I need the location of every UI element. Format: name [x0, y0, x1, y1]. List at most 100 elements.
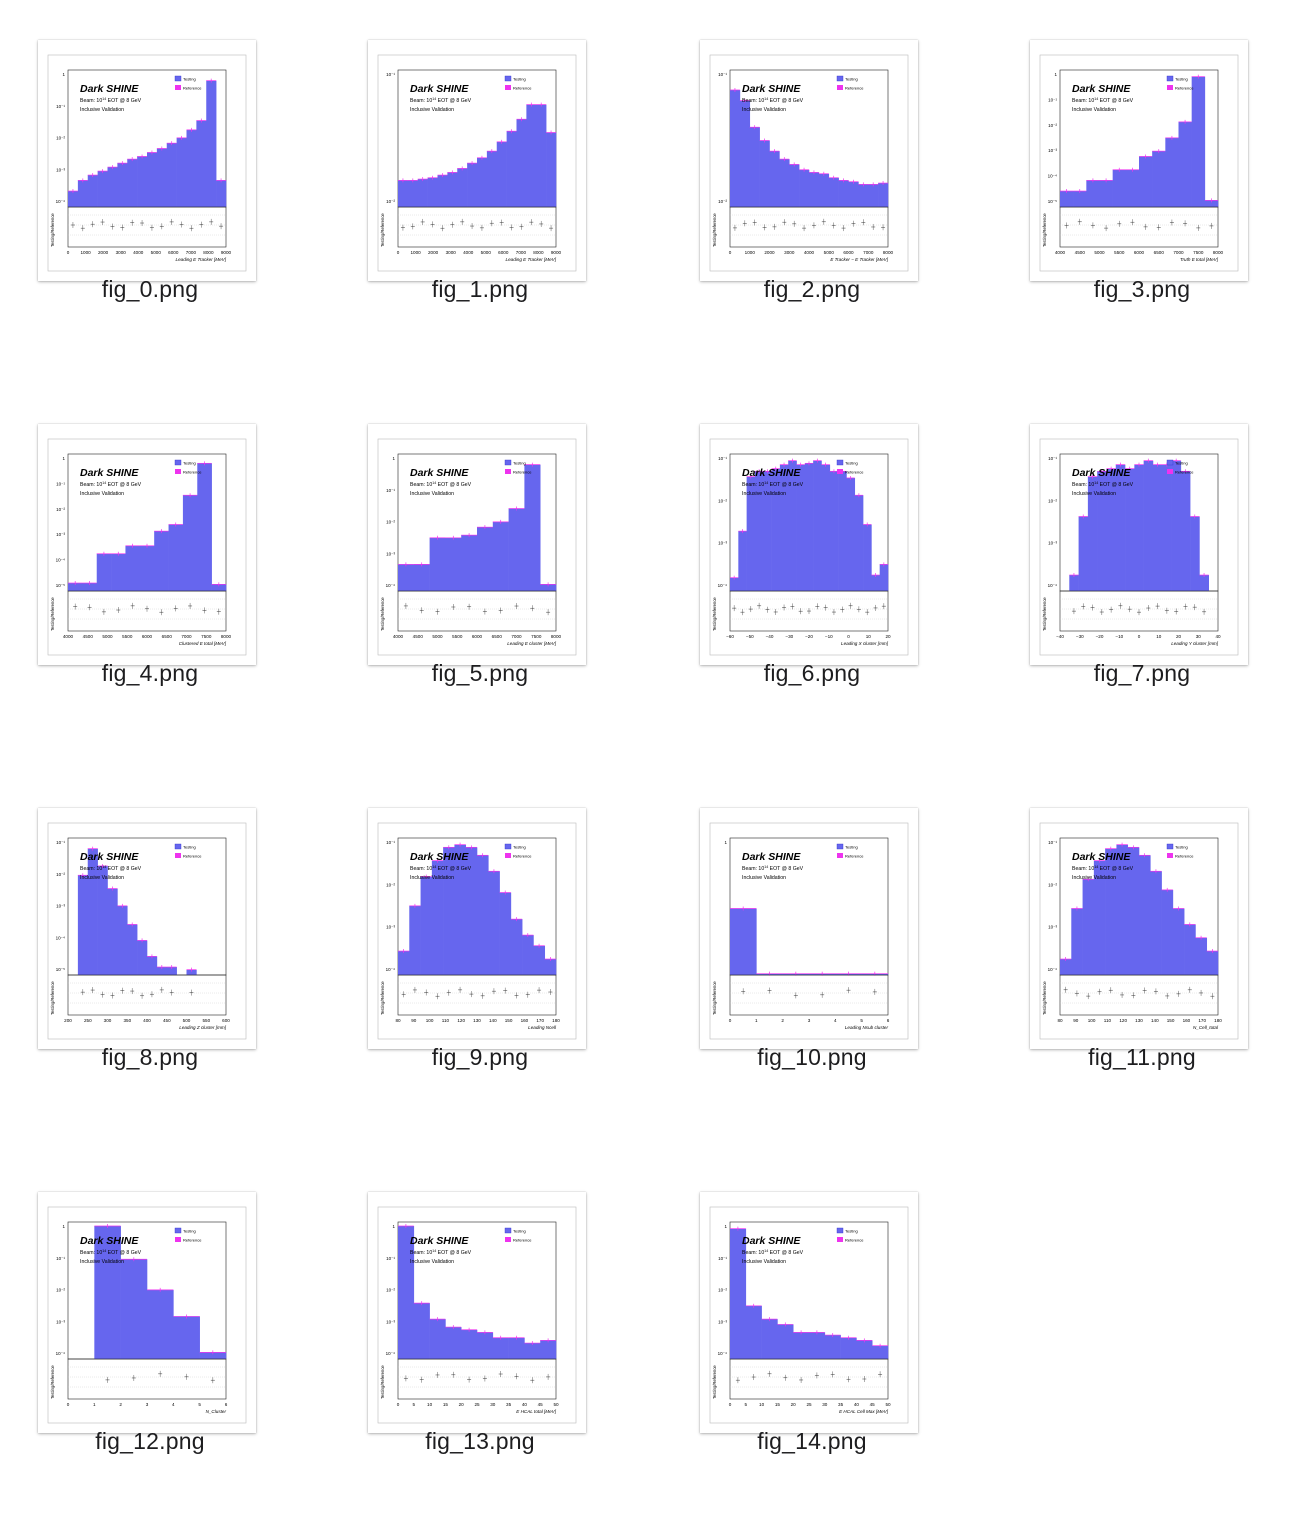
- file-item[interactable]: 10⁻¹ 10⁻² 10⁻³ 10⁻⁴ Dark SHINE Beam: 1014 EOT…: [1012, 384, 1272, 724]
- file-item[interactable]: 1 10⁻¹ 10⁻² 10⁻³ 10⁻⁴ Dark SHINE Beam: 1014 EO…: [350, 1152, 610, 1492]
- x-tick-label: 5000: [432, 634, 443, 639]
- file-name-label[interactable]: fig_3.png: [1012, 276, 1272, 303]
- file-item[interactable]: 10⁻¹ 10⁻² 10⁻³ 10⁻⁴ Dark SHINE Beam: 1014 EOT…: [350, 768, 610, 1108]
- file-thumbnail[interactable]: 10⁻¹ 10⁻² 10⁻³ 10⁻⁴ Dark SHINE Beam: 1014 EOT…: [1030, 424, 1248, 665]
- x-tick-label: 3000: [116, 250, 127, 255]
- testing-bin: [430, 1319, 446, 1359]
- ratio-ylabel: Testing/Reference: [1042, 213, 1047, 247]
- file-thumbnail[interactable]: 1 10⁻¹ 10⁻² 10⁻³ 10⁻⁴ Dark SHINE Beam: 1014 EO…: [700, 1192, 918, 1433]
- file-item[interactable]: 10⁻¹ 10⁻² 10⁻³ 10⁻⁴ Dark SHINE Beam: 1014 EOT…: [1012, 768, 1272, 1108]
- x-tick-label: 6000: [472, 634, 483, 639]
- file-item[interactable]: 1 10⁻¹ 10⁻² 10⁻³ 10⁻⁴ 10⁻⁵ Dark SHINE Beam: 101…: [1012, 0, 1272, 340]
- file-name-label[interactable]: fig_12.png: [20, 1428, 280, 1455]
- file-item[interactable]: 10⁻¹ 10⁻² Dark SHINE Beam: 1014 EOT @ 8 GeV…: [350, 0, 610, 340]
- x-tick-label: 4500: [83, 634, 94, 639]
- file-thumbnail[interactable]: 1 10⁻¹ 10⁻² 10⁻³ 10⁻⁴ Dark SHINE Beam: 1014 EO…: [38, 40, 256, 281]
- file-name-label[interactable]: fig_11.png: [1012, 1044, 1272, 1071]
- y-tick-label: 10⁻⁴: [386, 1351, 395, 1356]
- file-thumbnail[interactable]: 10⁻¹ 10⁻² Dark SHINE Beam: 1014 EOT @ 8 GeV…: [368, 40, 586, 281]
- testing-bin: [1139, 855, 1151, 975]
- testing-bin: [839, 180, 849, 207]
- file-item[interactable]: 1 10⁻¹ 10⁻² 10⁻³ 10⁻⁴ Dark SHINE Beam: 1014 EO…: [20, 1152, 280, 1492]
- ratio-ylabel: Testing/Reference: [1042, 981, 1047, 1015]
- testing-bin: [421, 877, 433, 975]
- testing-bin: [522, 935, 534, 975]
- x-tick-label: 6000: [498, 250, 509, 255]
- testing-bin: [196, 121, 206, 207]
- file-name-label[interactable]: fig_7.png: [1012, 660, 1272, 687]
- testing-bin: [147, 1290, 174, 1359]
- file-name-label[interactable]: fig_5.png: [350, 660, 610, 687]
- file-item[interactable]: 10⁻¹ 10⁻² 10⁻³ 10⁻⁴ 10⁻⁵ Dark SHINE Beam: 1014…: [20, 768, 280, 1108]
- file-name-label[interactable]: fig_8.png: [20, 1044, 280, 1071]
- file-name-label[interactable]: fig_1.png: [350, 276, 610, 303]
- histogram-preview: 110⁻¹10⁻²10⁻³10⁻⁴Dark SHINEBeam: 1014 EO…: [38, 1192, 256, 1433]
- file-name-label[interactable]: fig_13.png: [350, 1428, 610, 1455]
- testing-bin: [793, 1332, 809, 1359]
- file-item[interactable]: 1 10⁻¹ 10⁻² 10⁻³ 10⁻⁴ Dark SHINE Beam: 1014 EO…: [682, 1152, 942, 1492]
- legend-reference-label: Reference: [513, 86, 532, 91]
- x-tick-label: 25: [474, 1402, 480, 1407]
- testing-bin: [1173, 909, 1185, 976]
- testing-bin: [821, 465, 830, 591]
- file-item[interactable]: 1 10⁻¹ 10⁻² 10⁻³ 10⁻⁴ Dark SHINE Beam: 1014 EO…: [350, 384, 610, 724]
- validation-label: Inclusive Validation: [410, 875, 454, 881]
- testing-bin: [430, 538, 446, 591]
- x-tick-label: 20: [885, 634, 891, 639]
- file-thumbnail[interactable]: 10⁻¹ 10⁻² 10⁻³ 10⁻⁴ Dark SHINE Beam: 1014 EOT…: [368, 808, 586, 1049]
- legend-reference-swatch: [175, 1237, 181, 1242]
- x-tick-label: 90: [1073, 1018, 1079, 1023]
- file-thumbnail[interactable]: 1 10⁻¹ 10⁻² 10⁻³ 10⁻⁴ Dark SHINE Beam: 1014 EO…: [368, 424, 586, 665]
- file-item[interactable]: 1 10⁻¹ 10⁻² 10⁻³ 10⁻⁴ 10⁻⁵ Dark SHINE Beam: 101…: [20, 384, 280, 724]
- legend-reference-label: Reference: [183, 1238, 202, 1243]
- file-name-label[interactable]: fig_0.png: [20, 276, 280, 303]
- file-name-label[interactable]: fig_2.png: [682, 276, 942, 303]
- beam-label: Beam: 1014 EOT @ 8 GeV: [80, 481, 142, 488]
- legend-testing-label: Testing: [1175, 845, 1188, 850]
- x-tick-label: 5000: [151, 250, 162, 255]
- file-item[interactable]: 10⁻¹ 10⁻² Dark SHINE Beam: 1014 EOT @ 8 GeV…: [682, 0, 942, 340]
- testing-bin: [140, 546, 155, 591]
- file-name-label[interactable]: fig_6.png: [682, 660, 942, 687]
- x-tick-label: 100: [1088, 1018, 1096, 1023]
- legend-testing-swatch: [837, 76, 843, 81]
- testing-bin: [408, 180, 418, 207]
- file-item[interactable]: 10⁻¹ 10⁻² 10⁻³ 10⁻⁴ Dark SHINE Beam: 1014 EOT…: [682, 384, 942, 724]
- file-thumbnail[interactable]: 1 Dark SHINE Beam: 1014 EOT @ 8 GeV Inclusi…: [700, 808, 918, 1049]
- y-tick-label: 10⁻⁴: [56, 1351, 65, 1356]
- file-name-label[interactable]: fig_14.png: [682, 1428, 942, 1455]
- x-tick-label: 2: [781, 1018, 784, 1023]
- file-thumbnail[interactable]: 1 10⁻¹ 10⁻² 10⁻³ 10⁻⁴ 10⁻⁵ Dark SHINE Beam: 101…: [38, 424, 256, 665]
- testing-bin: [177, 138, 187, 207]
- file-name-label[interactable]: fig_9.png: [350, 1044, 610, 1071]
- x-tick-label: 0: [397, 1402, 400, 1407]
- file-thumbnail[interactable]: 10⁻¹ 10⁻² Dark SHINE Beam: 1014 EOT @ 8 GeV…: [700, 40, 918, 281]
- y-tick-label: 10⁻¹: [386, 840, 395, 845]
- testing-bin: [777, 1324, 793, 1359]
- file-thumbnail[interactable]: 10⁻¹ 10⁻² 10⁻³ 10⁻⁴ Dark SHINE Beam: 1014 EOT…: [700, 424, 918, 665]
- ratio-ylabel: Testing/Reference: [712, 1365, 717, 1399]
- file-thumbnail[interactable]: 10⁻¹ 10⁻² 10⁻³ 10⁻⁴ 10⁻⁵ Dark SHINE Beam: 1014…: [38, 808, 256, 1049]
- x-tick-label: 0: [729, 1018, 732, 1023]
- file-thumbnail[interactable]: 1 10⁻¹ 10⁻² 10⁻³ 10⁻⁴ Dark SHINE Beam: 1014 EO…: [38, 1192, 256, 1433]
- validation-label: Inclusive Validation: [410, 107, 454, 113]
- file-name-label[interactable]: fig_10.png: [682, 1044, 942, 1071]
- file-item[interactable]: 1 10⁻¹ 10⁻² 10⁻³ 10⁻⁴ Dark SHINE Beam: 1014 EO…: [20, 0, 280, 340]
- beam-label: Beam: 1014 EOT @ 8 GeV: [742, 1249, 804, 1256]
- testing-bin: [154, 531, 169, 591]
- testing-bin: [730, 90, 740, 207]
- legend-reference-label: Reference: [183, 854, 202, 859]
- x-axis-label: Leading Z cluster [mm]: [179, 1025, 226, 1030]
- legend-reference-swatch: [175, 85, 181, 90]
- x-tick-label: 150: [505, 1018, 513, 1023]
- legend-reference-swatch: [837, 469, 843, 474]
- file-thumbnail[interactable]: 1 10⁻¹ 10⁻² 10⁻³ 10⁻⁴ 10⁻⁵ Dark SHINE Beam: 101…: [1030, 40, 1248, 281]
- file-thumbnail[interactable]: 1 10⁻¹ 10⁻² 10⁻³ 10⁻⁴ Dark SHINE Beam: 1014 EO…: [368, 1192, 586, 1433]
- testing-bin: [98, 866, 108, 975]
- y-tick-label: 10⁻²: [56, 136, 65, 141]
- file-thumbnail[interactable]: 10⁻¹ 10⁻² 10⁻³ 10⁻⁴ Dark SHINE Beam: 1014 EOT…: [1030, 808, 1248, 1049]
- x-tick-label: 80: [395, 1018, 401, 1023]
- file-item[interactable]: 1 Dark SHINE Beam: 1014 EOT @ 8 GeV Inclusi…: [682, 768, 942, 1108]
- legend-testing-label: Testing: [183, 845, 196, 850]
- file-name-label[interactable]: fig_4.png: [20, 660, 280, 687]
